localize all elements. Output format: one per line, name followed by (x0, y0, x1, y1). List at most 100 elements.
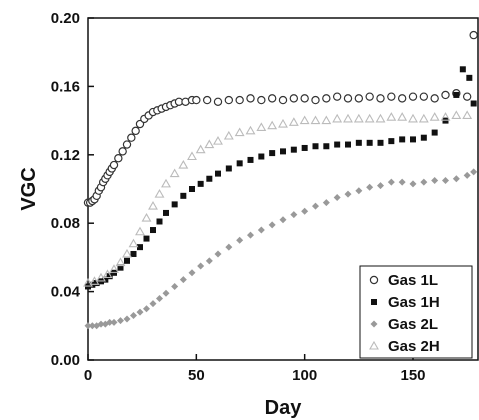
data-point (149, 300, 157, 308)
data-point (345, 141, 351, 148)
legend-marker (369, 275, 379, 285)
data-point (106, 273, 113, 280)
data-point (192, 95, 201, 105)
data-point (195, 144, 206, 154)
data-point (131, 126, 140, 136)
data-point (161, 178, 171, 188)
data-point (156, 294, 163, 302)
data-point (311, 95, 320, 105)
legend-entry: Gas 1H (388, 294, 440, 311)
data-point (398, 178, 406, 186)
data-point (236, 236, 244, 244)
data-point (102, 269, 113, 279)
data-point (420, 134, 427, 141)
data-point (301, 207, 309, 215)
data-point (197, 180, 204, 187)
data-point (353, 113, 364, 123)
data-point (143, 235, 150, 242)
data-point (257, 226, 265, 234)
data-point (279, 216, 287, 224)
data-point (114, 154, 123, 163)
data-point (206, 175, 213, 182)
legend-box (359, 265, 473, 359)
data-point (333, 194, 341, 202)
data-point (386, 112, 397, 121)
data-point (280, 148, 286, 155)
data-point (163, 209, 169, 216)
data-point (180, 192, 187, 199)
data-point (323, 143, 330, 150)
data-point (453, 91, 460, 98)
data-point (135, 226, 145, 236)
data-point (376, 94, 385, 103)
y-tick-label: 0.16 (51, 78, 80, 95)
data-point (268, 221, 276, 229)
x-tick-label: 150 (400, 367, 425, 384)
data-point (213, 136, 223, 145)
data-point (214, 250, 222, 258)
data-point (322, 199, 330, 207)
data-point (388, 138, 395, 145)
data-point (148, 200, 158, 210)
data-point (431, 129, 438, 136)
data-point (109, 264, 119, 273)
y-tick-label: 0.00 (51, 352, 80, 369)
data-point (278, 118, 288, 128)
x-tick-label: 0 (84, 367, 92, 384)
data-point (442, 176, 449, 184)
data-point (429, 112, 440, 121)
data-point (110, 318, 118, 326)
data-point (459, 66, 466, 73)
data-point (179, 276, 187, 284)
data-point (130, 312, 137, 320)
data-point (258, 153, 265, 160)
data-point (117, 264, 124, 271)
data-point (470, 168, 478, 176)
data-point (419, 92, 429, 101)
legend-entry: Gas 1L (388, 272, 438, 289)
data-point (397, 94, 407, 103)
data-point (257, 95, 266, 105)
data-point (289, 94, 299, 103)
data-point (97, 320, 105, 328)
x-tick-label: 50 (188, 367, 205, 384)
data-point (117, 317, 124, 325)
data-point (355, 187, 363, 195)
data-point (354, 94, 364, 103)
data-point (410, 136, 416, 143)
y-tick-label: 0.08 (51, 215, 80, 232)
data-point (188, 269, 196, 277)
data-point (399, 136, 406, 143)
data-point (301, 144, 308, 151)
data-point (137, 244, 143, 251)
data-point (267, 120, 278, 130)
data-point (106, 318, 114, 326)
data-point (171, 282, 179, 290)
y-tick-label: 0.04 (51, 284, 81, 301)
data-point (387, 178, 395, 186)
data-point (256, 122, 267, 131)
data-point (225, 243, 233, 251)
data-point (377, 182, 384, 190)
data-point (162, 289, 170, 297)
y-axis-label: VGC (18, 167, 40, 210)
data-point (332, 113, 343, 123)
data-point (123, 315, 131, 323)
legend-marker (371, 299, 377, 305)
series-gas-2h (83, 110, 473, 287)
data-point (247, 156, 254, 163)
data-point (312, 202, 319, 210)
data-point (124, 257, 130, 264)
series-layer (83, 30, 478, 330)
data-point (225, 165, 232, 172)
data-point (150, 227, 156, 234)
data-point (215, 170, 221, 177)
data-point (115, 257, 126, 267)
x-tick-label: 100 (292, 367, 317, 384)
data-point (430, 94, 439, 103)
data-point (269, 150, 276, 157)
legend: Gas 1L Gas 1H Gas 2L Gas 2H (359, 265, 473, 359)
data-point (463, 171, 471, 179)
data-point (122, 140, 132, 149)
